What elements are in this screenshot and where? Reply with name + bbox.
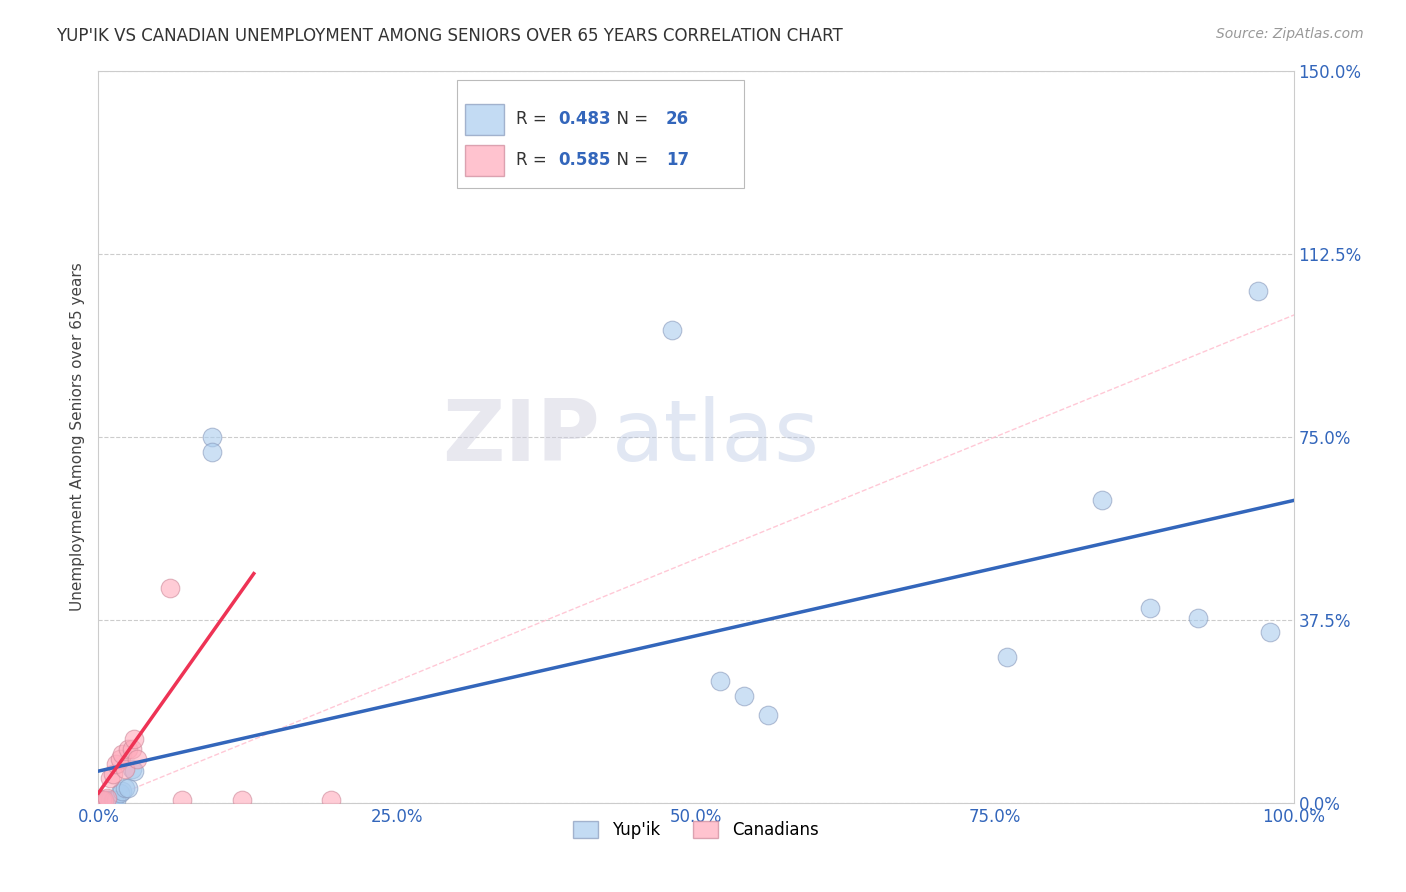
Point bbox=[124, 732, 146, 747]
Text: ZIP: ZIP bbox=[443, 395, 600, 479]
Point bbox=[97, 793, 120, 807]
Point bbox=[733, 689, 755, 703]
FancyBboxPatch shape bbox=[465, 104, 503, 135]
Text: R =: R = bbox=[516, 110, 551, 128]
Point bbox=[108, 786, 131, 800]
Text: YUP'IK VS CANADIAN UNEMPLOYMENT AMONG SENIORS OVER 65 YEARS CORRELATION CHART: YUP'IK VS CANADIAN UNEMPLOYMENT AMONG SE… bbox=[56, 27, 844, 45]
Point bbox=[96, 793, 118, 807]
Point bbox=[995, 649, 1018, 664]
Point bbox=[91, 793, 114, 807]
Text: 0.585: 0.585 bbox=[558, 151, 612, 169]
Point bbox=[101, 766, 124, 780]
Point bbox=[709, 673, 731, 688]
Point bbox=[1258, 625, 1281, 640]
Point bbox=[105, 793, 128, 807]
Point bbox=[756, 708, 779, 723]
Point bbox=[111, 747, 134, 761]
Text: N =: N = bbox=[606, 151, 654, 169]
Point bbox=[121, 762, 143, 776]
Text: Source: ZipAtlas.com: Source: ZipAtlas.com bbox=[1216, 27, 1364, 41]
Point bbox=[1139, 600, 1161, 615]
Point bbox=[93, 793, 115, 807]
Y-axis label: Unemployment Among Seniors over 65 years: Unemployment Among Seniors over 65 years bbox=[69, 263, 84, 611]
Point bbox=[1187, 610, 1209, 624]
Text: 17: 17 bbox=[666, 151, 689, 169]
Point bbox=[124, 764, 146, 778]
Point bbox=[98, 772, 122, 786]
Point bbox=[1247, 284, 1270, 298]
Point bbox=[101, 793, 124, 807]
FancyBboxPatch shape bbox=[457, 80, 744, 188]
Point bbox=[96, 791, 118, 805]
Point bbox=[231, 793, 253, 807]
Point bbox=[93, 793, 115, 807]
Point bbox=[117, 781, 139, 796]
Point bbox=[159, 581, 181, 595]
Point bbox=[321, 793, 343, 807]
Point bbox=[103, 793, 125, 807]
Point bbox=[201, 430, 224, 444]
Text: 0.483: 0.483 bbox=[558, 110, 612, 128]
Point bbox=[117, 742, 139, 756]
Point bbox=[1091, 493, 1114, 508]
Point bbox=[201, 444, 224, 458]
Point bbox=[108, 752, 131, 766]
Text: 26: 26 bbox=[666, 110, 689, 128]
Point bbox=[125, 752, 148, 766]
FancyBboxPatch shape bbox=[465, 145, 503, 176]
Point bbox=[114, 762, 136, 776]
Point bbox=[172, 793, 194, 807]
Point bbox=[661, 323, 683, 337]
Point bbox=[121, 742, 143, 756]
Point bbox=[105, 756, 128, 771]
Text: atlas: atlas bbox=[613, 395, 820, 479]
Point bbox=[114, 781, 136, 796]
Text: R =: R = bbox=[516, 151, 551, 169]
Legend: Yup'ik, Canadians: Yup'ik, Canadians bbox=[567, 814, 825, 846]
Point bbox=[111, 783, 134, 797]
Text: N =: N = bbox=[606, 110, 654, 128]
Point bbox=[91, 793, 114, 807]
Point bbox=[98, 793, 122, 807]
